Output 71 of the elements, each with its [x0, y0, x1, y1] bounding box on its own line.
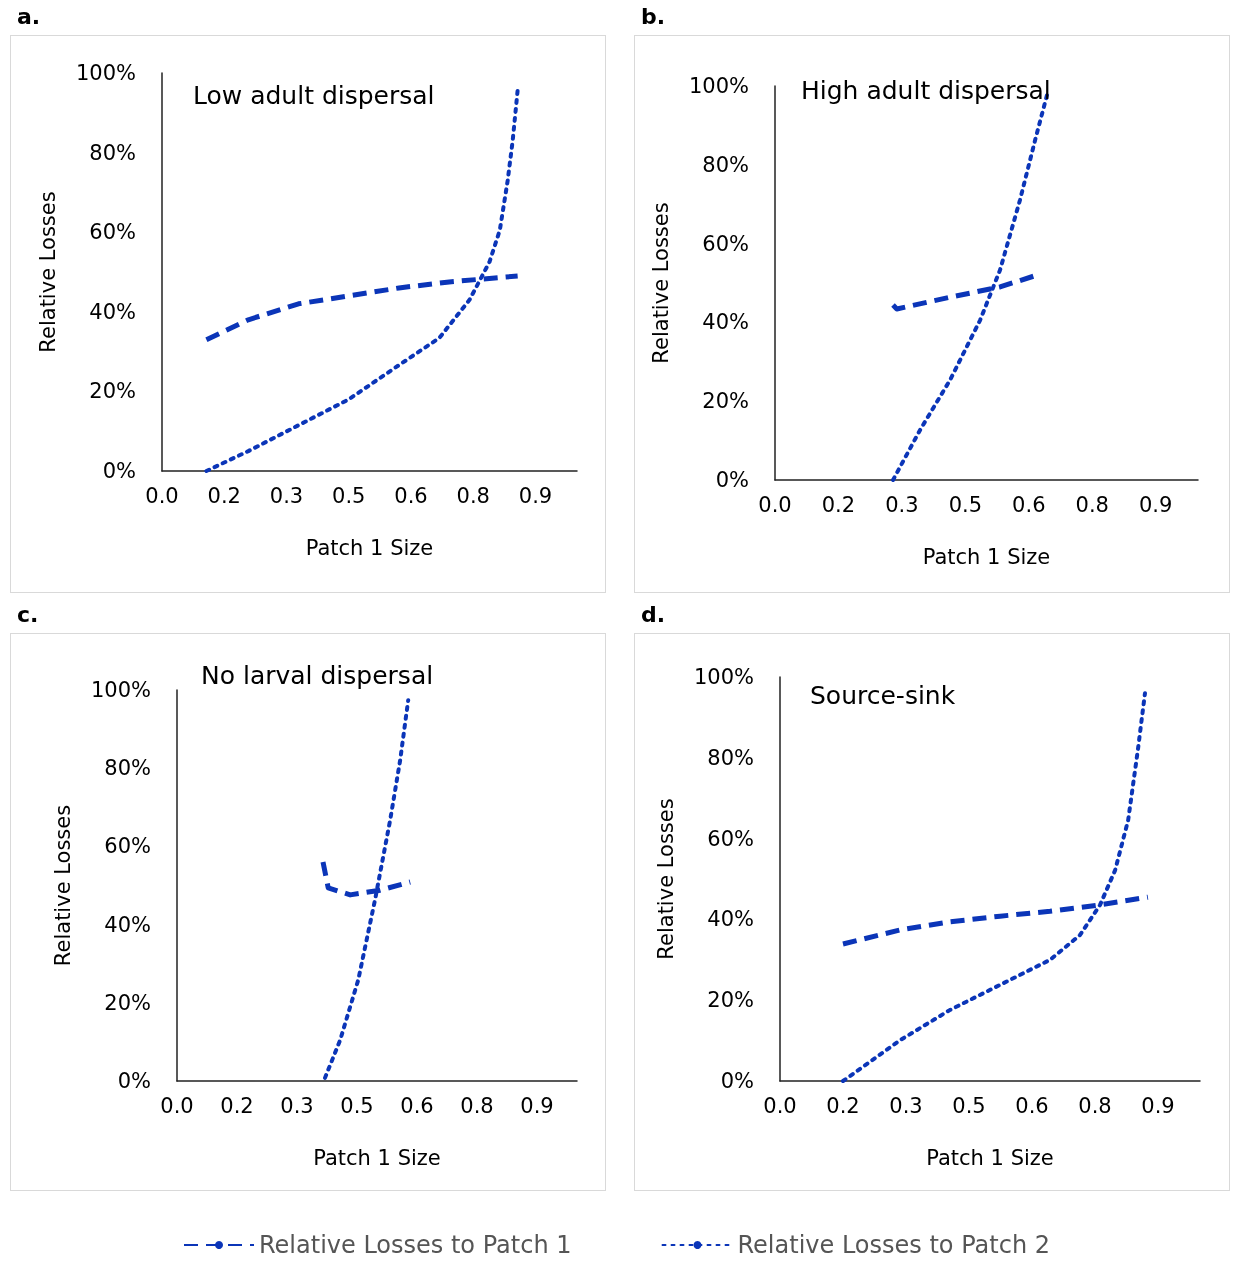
- y-tick-label: 60%: [702, 231, 749, 256]
- y-tick-label: 100%: [693, 665, 754, 689]
- y-tick-label: 60%: [707, 826, 754, 851]
- y-tick-label: 100%: [75, 61, 136, 85]
- x-tick-label: 0.3: [269, 483, 304, 508]
- y-axis-title: Relative Losses: [648, 202, 673, 364]
- x-axis-title: Patch 1 Size: [926, 1145, 1054, 1170]
- x-tick-label: 0.2: [821, 492, 856, 517]
- x-tick-label: 0.9: [520, 1093, 554, 1118]
- y-tick-label: 0%: [720, 1069, 754, 1093]
- chart-subtitle: Source-sink: [810, 681, 956, 710]
- y-tick-label: 40%: [89, 299, 136, 324]
- y-tick-label: 20%: [104, 990, 151, 1015]
- x-tick-label: 0.9: [1141, 1093, 1175, 1118]
- x-tick-label: 0.2: [826, 1093, 860, 1118]
- x-tick-label: 0.5: [332, 483, 366, 508]
- y-tick-label: 40%: [104, 912, 151, 937]
- x-tick-label: 0.0: [145, 483, 179, 508]
- x-tick-label: 0.8: [1078, 1093, 1112, 1118]
- x-tick-label: 0.0: [763, 1093, 797, 1118]
- x-tick-label: 0.2: [220, 1093, 254, 1118]
- x-axis-title: Patch 1 Size: [313, 1145, 441, 1170]
- chart-subtitle: No larval dispersal: [201, 661, 434, 690]
- y-tick-label: 0%: [102, 459, 136, 483]
- y-tick-label: 100%: [688, 74, 749, 98]
- x-tick-label: 0.5: [340, 1093, 374, 1118]
- x-tick-label: 0.8: [456, 483, 490, 508]
- y-tick-label: 20%: [707, 988, 754, 1013]
- legend-label: Relative Losses to Patch 2: [737, 1231, 1050, 1259]
- legend-label: Relative Losses to Patch 1: [259, 1231, 572, 1259]
- x-tick-label: 0.9: [1139, 492, 1173, 517]
- y-tick-label: 80%: [104, 756, 151, 781]
- y-tick-label: 40%: [707, 907, 754, 932]
- x-tick-label: 0.0: [758, 492, 792, 517]
- y-tick-label: 20%: [702, 389, 749, 414]
- x-tick-label: 0.3: [885, 492, 919, 517]
- y-tick-label: 80%: [707, 745, 754, 770]
- x-tick-label: 0.3: [280, 1093, 314, 1118]
- y-axis-title: Relative Losses: [653, 798, 678, 960]
- y-axis-title: Relative Losses: [35, 191, 60, 353]
- y-tick-label: 0%: [715, 468, 749, 492]
- y-tick-label: 40%: [702, 310, 749, 335]
- y-tick-label: 60%: [89, 220, 136, 245]
- y-tick-label: 20%: [89, 379, 136, 404]
- x-tick-label: 0.6: [1012, 492, 1046, 517]
- chart-subtitle: Low adult dispersal: [193, 81, 435, 110]
- x-tick-label: 0.5: [952, 1093, 986, 1118]
- chart-title: c.: [17, 601, 39, 627]
- x-axis-title: Patch 1 Size: [305, 535, 434, 560]
- x-tick-label: 0.9: [518, 483, 553, 508]
- x-axis-title: Patch 1 Size: [922, 544, 1051, 569]
- y-axis-title: Relative Losses: [50, 804, 75, 967]
- y-tick-label: 80%: [702, 152, 749, 177]
- x-tick-label: 0.8: [460, 1093, 494, 1118]
- y-tick-label: 60%: [104, 834, 151, 859]
- x-tick-label: 0.6: [1015, 1093, 1049, 1118]
- y-tick-label: 100%: [90, 678, 151, 702]
- chart-title: b.: [641, 3, 666, 29]
- x-tick-label: 0.6: [400, 1093, 434, 1118]
- chart-title: d.: [641, 601, 666, 627]
- x-tick-label: 0.3: [889, 1093, 923, 1118]
- x-tick-label: 0.0: [160, 1093, 194, 1118]
- x-tick-label: 0.8: [1075, 492, 1109, 517]
- y-tick-label: 0%: [117, 1069, 151, 1093]
- x-tick-label: 0.6: [394, 483, 428, 508]
- y-tick-label: 80%: [89, 140, 136, 165]
- chart-title: a.: [17, 3, 41, 29]
- x-tick-label: 0.2: [207, 483, 241, 508]
- x-tick-label: 0.5: [948, 492, 983, 517]
- line-series: [323, 698, 411, 1080]
- chart-subtitle: High adult dispersal: [801, 76, 1051, 105]
